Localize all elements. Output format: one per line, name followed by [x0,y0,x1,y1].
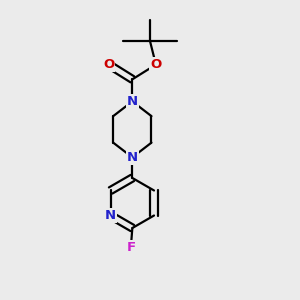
Text: N: N [127,151,138,164]
Text: N: N [105,209,116,222]
Text: O: O [103,58,114,71]
Text: F: F [126,241,135,254]
Text: N: N [127,95,138,108]
Text: O: O [150,58,161,71]
